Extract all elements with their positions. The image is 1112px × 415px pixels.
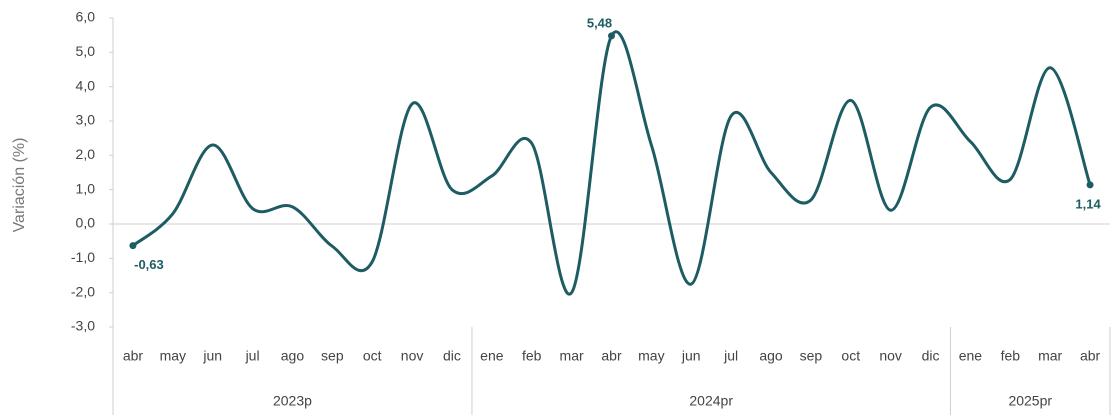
y-tick-label: 3,0 — [76, 112, 96, 128]
x-tick-label: jul — [723, 348, 738, 364]
x-tick-label: abr — [123, 348, 144, 364]
y-tick-label: 6,0 — [76, 9, 96, 25]
x-tick-label: feb — [522, 348, 542, 364]
x-tick-label: dic — [922, 348, 940, 364]
x-tick-label: ene — [959, 348, 983, 364]
x-tick-label: mar — [1038, 348, 1062, 364]
y-tick-label: -2,0 — [71, 283, 95, 299]
x-tick-label: oct — [363, 348, 382, 364]
x-tick-label: abr — [601, 348, 622, 364]
group-label: 2024pr — [689, 393, 733, 409]
group-label: 2023p — [273, 393, 312, 409]
point-marker — [1086, 181, 1094, 189]
x-tick-label: jun — [681, 348, 701, 364]
x-tick-label: ago — [281, 348, 305, 364]
y-tick-label: 0,0 — [76, 215, 96, 231]
data-label: 1,14 — [1075, 196, 1101, 211]
x-tick-label: abr — [1080, 348, 1101, 364]
y-tick-label: -3,0 — [71, 318, 95, 334]
x-tick-label: sep — [321, 348, 344, 364]
data-line — [132, 30, 1092, 296]
x-tick-label: mar — [560, 348, 584, 364]
x-tick-label: may — [160, 348, 186, 364]
y-tick-label: 2,0 — [76, 146, 96, 162]
point-marker — [608, 32, 615, 40]
data-label: 5,48 — [587, 15, 612, 30]
data-label: -0,63 — [134, 257, 164, 272]
x-tick-label: jun — [202, 348, 222, 364]
x-tick-label: ene — [480, 348, 504, 364]
x-tick-label: may — [638, 348, 664, 364]
y-tick-label: 4,0 — [76, 77, 96, 93]
x-tick-label: feb — [1001, 348, 1021, 364]
x-tick-label: nov — [401, 348, 424, 364]
x-tick-label: sep — [800, 348, 823, 364]
y-tick-label: -1,0 — [71, 249, 95, 265]
y-axis-label: Variación (%) — [11, 138, 28, 233]
group-label: 2025pr — [1008, 393, 1052, 409]
x-tick-label: dic — [443, 348, 461, 364]
y-tick-label: 1,0 — [76, 180, 96, 196]
x-tick-label: oct — [841, 348, 860, 364]
y-tick-label: 5,0 — [76, 43, 96, 59]
x-tick-label: nov — [879, 348, 902, 364]
point-marker — [129, 242, 137, 250]
x-tick-label: jul — [245, 348, 260, 364]
x-tick-label: ago — [759, 348, 783, 364]
